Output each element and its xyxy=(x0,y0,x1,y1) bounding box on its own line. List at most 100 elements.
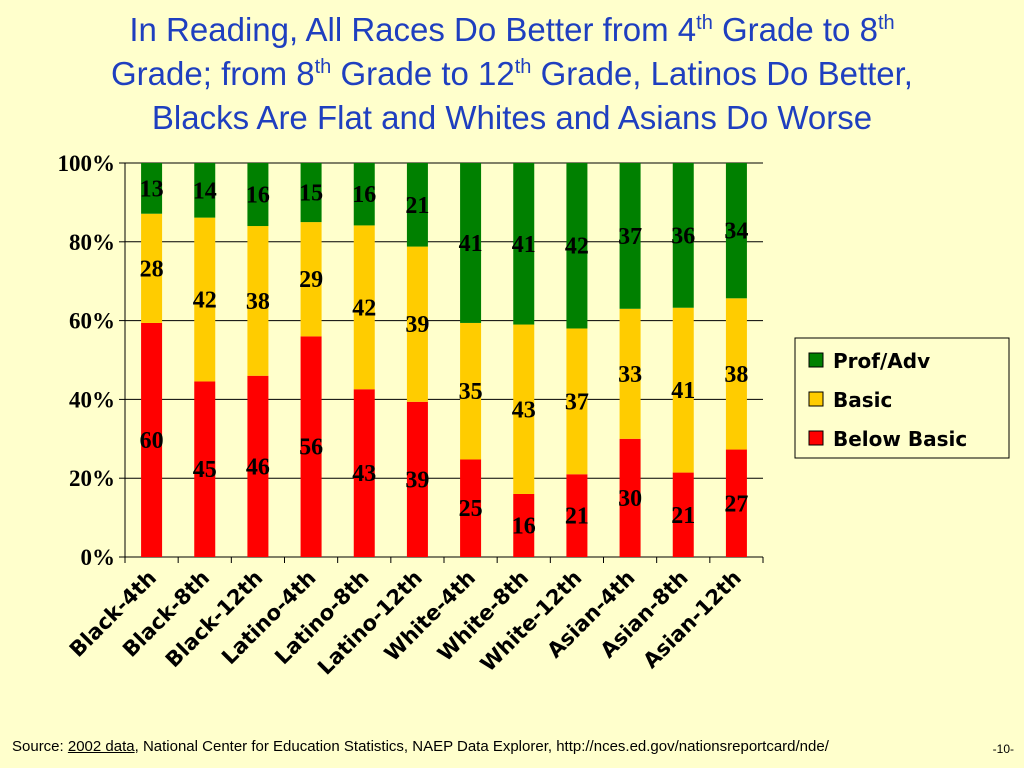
bar-segment-basic xyxy=(300,222,322,337)
y-tick-label: 60% xyxy=(69,309,115,334)
data-label: 15 xyxy=(299,181,323,207)
y-tick-label: 40% xyxy=(69,387,115,412)
title-text: Grade to 8 xyxy=(712,11,878,48)
source-link[interactable]: 2002 data xyxy=(67,738,135,755)
footer-prefix: Source: xyxy=(12,738,68,755)
title-text: Grade, Latinos Do Better, xyxy=(531,55,913,92)
bar-segment-below-basic xyxy=(725,449,747,557)
data-label: 28 xyxy=(140,256,164,282)
legend-swatch xyxy=(808,352,824,368)
data-label: 25 xyxy=(459,496,483,522)
bar-segment-basic xyxy=(141,213,163,323)
bar-segment-prof-adv xyxy=(406,163,428,247)
bar-segment-basic xyxy=(725,298,747,450)
bar-segment-below-basic xyxy=(460,459,482,557)
page-number: -10- xyxy=(992,742,1014,756)
data-label: 60 xyxy=(140,428,164,454)
bar-segment-below-basic xyxy=(300,336,322,557)
bar-segment-prof-adv xyxy=(460,163,482,323)
data-label: 42 xyxy=(352,295,376,321)
bar-segment-prof-adv xyxy=(725,163,747,299)
data-label: 21 xyxy=(565,504,589,530)
title-text: In Reading, All Races Do Better from 4 xyxy=(129,11,697,48)
data-label: 33 xyxy=(618,362,642,388)
bar-segment-prof-adv xyxy=(566,163,588,329)
bar-segment-prof-adv xyxy=(141,163,163,214)
bar-segment-prof-adv xyxy=(513,163,535,325)
bar-segment-below-basic xyxy=(353,389,375,557)
bar-segment-prof-adv xyxy=(672,163,694,308)
title-line-3: Blacks Are Flat and Whites and Asians Do… xyxy=(151,99,873,136)
data-label: 43 xyxy=(512,397,536,423)
bar-segment-below-basic xyxy=(672,472,694,557)
bar-segment-basic xyxy=(247,226,269,376)
bar-segment-basic xyxy=(460,322,482,460)
data-label: 34 xyxy=(724,219,748,245)
data-label: 21 xyxy=(405,193,429,219)
bar-segment-below-basic xyxy=(513,493,535,557)
title-line-1: In Reading, All Races Do Better from 4 th… xyxy=(0,8,1024,52)
title-superscript: th xyxy=(314,56,332,78)
legend-swatch xyxy=(808,430,824,446)
data-label: 27 xyxy=(724,491,748,517)
y-tick-label: 100% xyxy=(58,151,116,176)
bar-segment-basic xyxy=(672,307,694,473)
chart-title: In Reading, All Races Do Better from 4 th… xyxy=(0,8,1024,140)
bar-segment-basic xyxy=(353,225,375,390)
bar-segment-prof-adv xyxy=(247,163,269,227)
data-label: 21 xyxy=(671,503,695,529)
y-tick-label: 20% xyxy=(69,466,115,491)
bar-segment-basic xyxy=(406,246,428,402)
title-superscript: th xyxy=(514,56,532,78)
legend-label: Below Basic xyxy=(833,427,967,451)
bar-segment-basic xyxy=(619,308,641,439)
legend-label: Prof/Adv xyxy=(833,349,930,373)
data-label: 37 xyxy=(618,224,642,250)
data-label: 43 xyxy=(352,461,376,487)
data-label: 16 xyxy=(246,183,270,209)
source-footer: Source: 2002 data, National Center for E… xyxy=(12,738,829,755)
data-label: 38 xyxy=(246,289,270,315)
footer-text: , National Center for Education Statisti… xyxy=(134,738,829,755)
bar-segment-basic xyxy=(194,217,216,382)
bar-segment-below-basic xyxy=(406,401,428,557)
data-label: 41 xyxy=(671,378,695,404)
data-label: 41 xyxy=(459,231,483,257)
bar-segment-below-basic xyxy=(619,438,641,557)
bar-segment-below-basic xyxy=(141,322,163,557)
data-label: 36 xyxy=(671,223,695,249)
bar-segment-basic xyxy=(566,328,588,475)
bar-segment-prof-adv xyxy=(619,163,641,309)
legend-swatch xyxy=(808,391,824,407)
data-label: 45 xyxy=(193,457,217,483)
plot-area xyxy=(125,163,763,557)
bar-segment-basic xyxy=(513,324,535,494)
data-label: 39 xyxy=(405,467,429,493)
data-label: 16 xyxy=(512,513,536,539)
title-superscript: th xyxy=(877,12,895,34)
stacked-bar-chart: 0%20%40%60%80%100%602813Black-4th454214B… xyxy=(58,151,1010,679)
bar-segment-below-basic xyxy=(247,375,269,557)
data-label: 56 xyxy=(299,435,323,461)
data-label: 14 xyxy=(193,178,217,204)
data-label: 30 xyxy=(618,486,642,512)
bar-segment-prof-adv xyxy=(353,163,375,226)
y-tick-label: 0% xyxy=(81,545,116,570)
data-label: 16 xyxy=(352,182,376,208)
bar-segment-prof-adv xyxy=(194,163,216,218)
data-label: 13 xyxy=(140,176,164,202)
title-text: Grade; from 8 xyxy=(111,55,315,92)
legend-box xyxy=(794,337,1010,459)
data-label: 46 xyxy=(246,454,270,480)
data-label: 42 xyxy=(565,234,589,260)
bar-segment-prof-adv xyxy=(300,163,322,223)
data-label: 35 xyxy=(459,379,483,405)
data-label: 37 xyxy=(565,389,589,415)
bar-segment-below-basic xyxy=(566,474,588,557)
data-label: 38 xyxy=(724,362,748,388)
title-text: Grade to 12 xyxy=(331,55,515,92)
data-label: 39 xyxy=(405,312,429,338)
y-tick-label: 80% xyxy=(69,230,115,255)
title-line-2: Grade; from 8th Grade to 12th Grade, Lat… xyxy=(0,52,1024,96)
bar-segment-below-basic xyxy=(194,381,216,557)
